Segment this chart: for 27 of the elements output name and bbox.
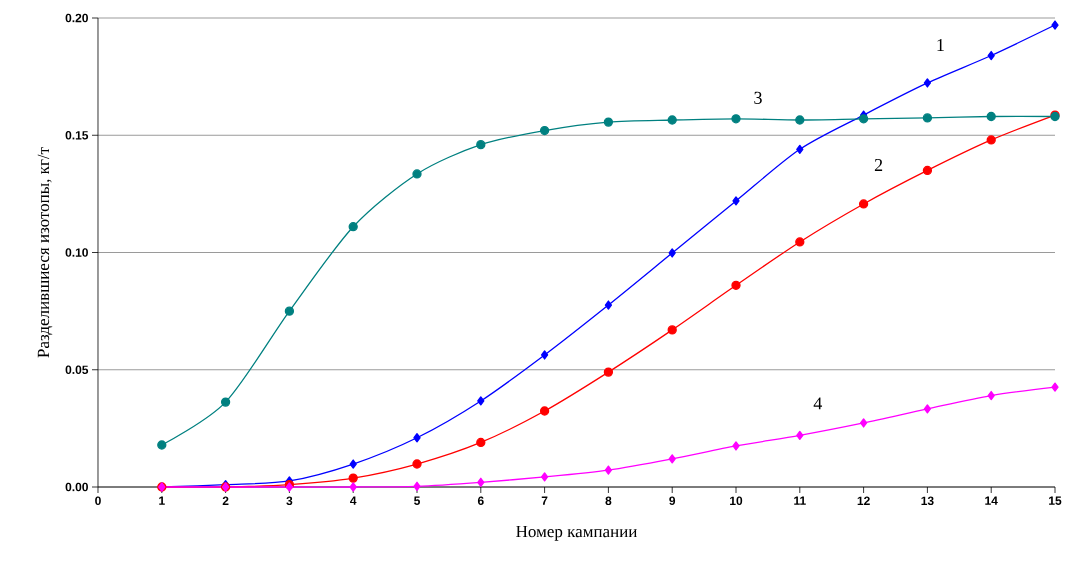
x-tick-label: 1 bbox=[159, 496, 165, 505]
x-tick-label: 6 bbox=[477, 496, 484, 506]
x-tick-label: 12 bbox=[857, 496, 870, 505]
x-axis-title: Номер кампании bbox=[516, 525, 637, 541]
y-tick-label: 0.00 bbox=[65, 482, 88, 492]
y-tick-label: 0.10 bbox=[65, 248, 88, 257]
x-tick-label: 11 bbox=[794, 496, 806, 505]
x-tick-label: 9 bbox=[669, 496, 676, 506]
y-tick-label: 0.05 bbox=[65, 365, 89, 374]
y-axis-title: Разделившиеся изотопы, кг/т bbox=[37, 147, 53, 358]
series-label: 4 bbox=[813, 397, 823, 410]
x-tick-label: 5 bbox=[414, 496, 420, 505]
x-tick-label: 13 bbox=[921, 496, 934, 506]
x-tick-label: 14 bbox=[985, 496, 998, 505]
x-tick-label: 7 bbox=[541, 496, 548, 505]
series-label: 3 bbox=[754, 91, 762, 104]
y-tick-label: 0.20 bbox=[65, 13, 88, 23]
x-tick-label: 10 bbox=[730, 496, 743, 506]
series-label: 2 bbox=[874, 159, 883, 171]
x-tick-label: 8 bbox=[605, 496, 612, 506]
x-tick-label: 4 bbox=[350, 496, 357, 505]
x-tick-label: 2 bbox=[222, 496, 229, 505]
series-label: 1 bbox=[937, 39, 944, 51]
x-tick-label: 0 bbox=[95, 496, 101, 506]
x-tick-label: 3 bbox=[286, 496, 293, 506]
y-tick-label: 0.15 bbox=[65, 131, 89, 140]
x-tick-label: 15 bbox=[1049, 496, 1062, 505]
